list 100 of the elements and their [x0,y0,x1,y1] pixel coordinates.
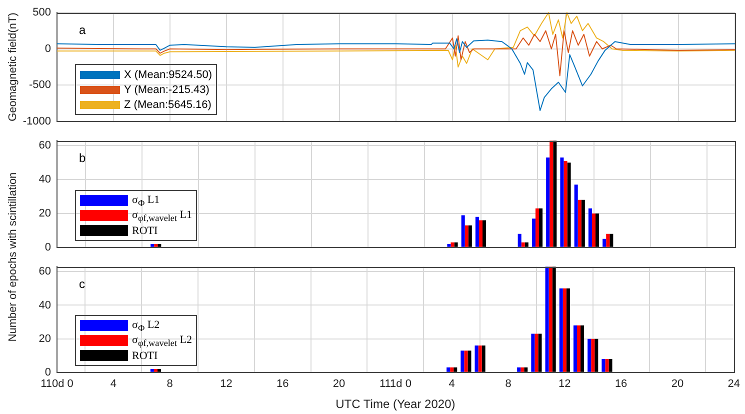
bar [602,238,606,247]
bar [446,367,450,372]
bar [560,158,564,247]
bar [606,234,610,247]
x-tick-label: 20 [671,378,684,390]
bar [545,266,549,372]
annotation: c [79,276,85,291]
bar [461,215,465,247]
legend-label: Z (Mean:5645.16) [124,98,212,111]
bar [610,234,614,247]
bar [521,242,525,247]
y-tick-label: 20 [38,208,51,220]
bar [450,242,454,247]
bar [482,346,486,372]
bar [567,162,571,247]
legend-label: Y (Mean:-215.43) [124,84,210,96]
bar [562,288,566,372]
y-tick-label: -1000 [22,115,51,128]
x-tick-label: 12 [558,378,571,390]
bar [154,369,158,372]
y-tick-label: 0 [44,42,51,55]
y-tick-label: 500 [32,6,51,19]
bar [454,242,458,247]
bar [605,358,609,372]
bar [532,218,536,247]
legend-label: σ$_{Φ}$ L2 [132,318,160,333]
y-tick-label: 20 [38,332,51,345]
legend-label: σ$_{φf,wavelet}$ L2 [132,334,192,348]
legend-label: ROTI [132,350,158,362]
annotation: b [79,150,86,165]
bar [608,358,612,372]
bar [566,288,570,372]
x-tick-label: 111d 0 [379,378,412,390]
bar [531,334,535,372]
x-tick-label: 20 [332,378,346,390]
y-tick-label: 0 [44,366,51,378]
bar [577,325,581,372]
bar [592,213,596,247]
bar [468,225,472,247]
bar [578,200,582,247]
bar [460,350,464,372]
bar [464,225,468,247]
y-tick-label: 60 [38,266,51,278]
x-tick-label: 4 [110,378,116,390]
bar [154,244,158,247]
bar [518,234,522,247]
bar [475,216,479,247]
bar [602,358,606,372]
bar [478,346,482,372]
bar [573,325,577,372]
bar [447,244,451,247]
bar [517,367,521,372]
bar [596,213,600,247]
bar [450,367,454,372]
bar [559,288,563,372]
y-tick-label: 40 [38,174,51,186]
bar [580,325,584,372]
bar [150,369,154,372]
bar [158,244,162,247]
legend-label: σ$_{φf,wavelet}$ L1 [132,208,192,223]
bar [534,334,538,372]
y-tick-label: 60 [38,140,51,152]
bar [482,220,486,247]
y-axis-title: Geomagnetic field(nT) [7,12,19,122]
bar [564,160,568,247]
legend-label: X (Mean:9524.50) [124,68,212,81]
bar [550,140,554,247]
bar [474,346,478,372]
bar [524,367,528,372]
bar [157,369,161,372]
x-tick-label: 8 [166,378,173,390]
x-tick-label: 24 [728,378,740,390]
annotation: a [79,22,86,37]
bar [464,350,468,372]
x-tick-label: 8 [505,378,512,390]
x-tick-label: 12 [220,378,232,390]
x-tick-label: 4 [448,378,455,390]
x-tick-label: 16 [614,378,628,390]
bar [478,220,483,247]
bar [535,208,540,247]
legend-label: ROTI [132,224,158,237]
bar [150,244,154,247]
bar [553,140,557,247]
bar [591,338,595,372]
bar [552,266,556,372]
y-tick-label: 40 [38,299,51,312]
bar [454,367,458,372]
y-tick-label: 0 [44,241,51,254]
bar [548,266,552,372]
x-axis-title: UTC Time (Year 2020) [336,397,456,412]
bar [539,208,543,247]
bar [468,350,472,372]
bar [524,242,528,247]
bar [538,334,542,372]
x-tick-label: 16 [276,378,289,390]
bar [520,367,524,372]
y-axis-title: Number of epochs with scintillation [7,172,19,342]
y-tick-label: -500 [28,79,51,92]
legend-label: σ$_{Φ}$ L1 [132,194,160,208]
bar [594,338,598,372]
